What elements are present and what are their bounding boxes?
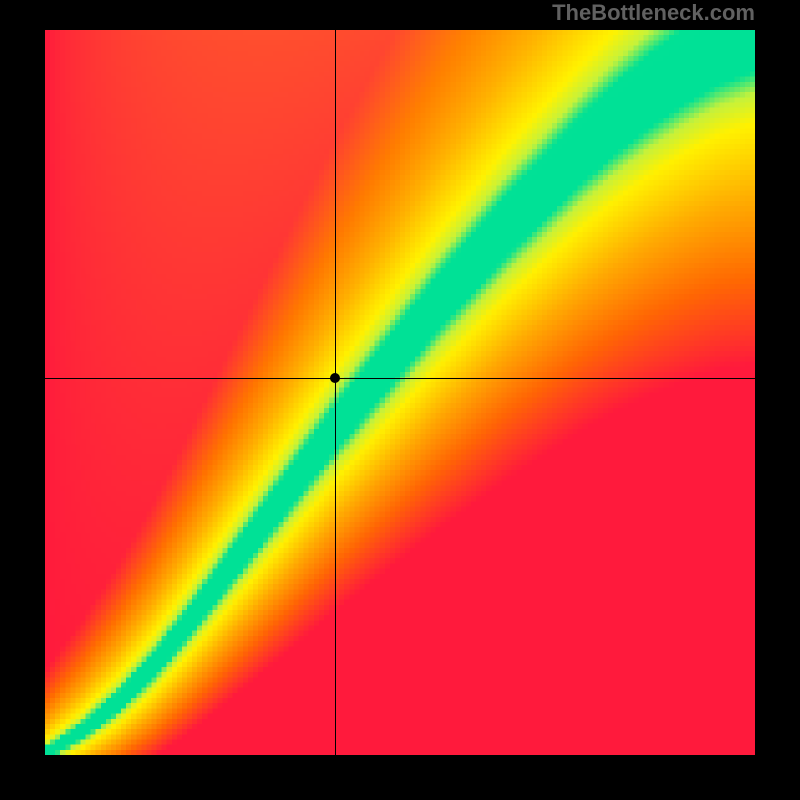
crosshair-vertical (335, 30, 336, 755)
bottleneck-heatmap (45, 30, 755, 755)
watermark: TheBottleneck.com (552, 0, 755, 26)
crosshair-horizontal (45, 378, 755, 379)
heatmap-canvas (45, 30, 755, 755)
selection-marker (330, 373, 340, 383)
